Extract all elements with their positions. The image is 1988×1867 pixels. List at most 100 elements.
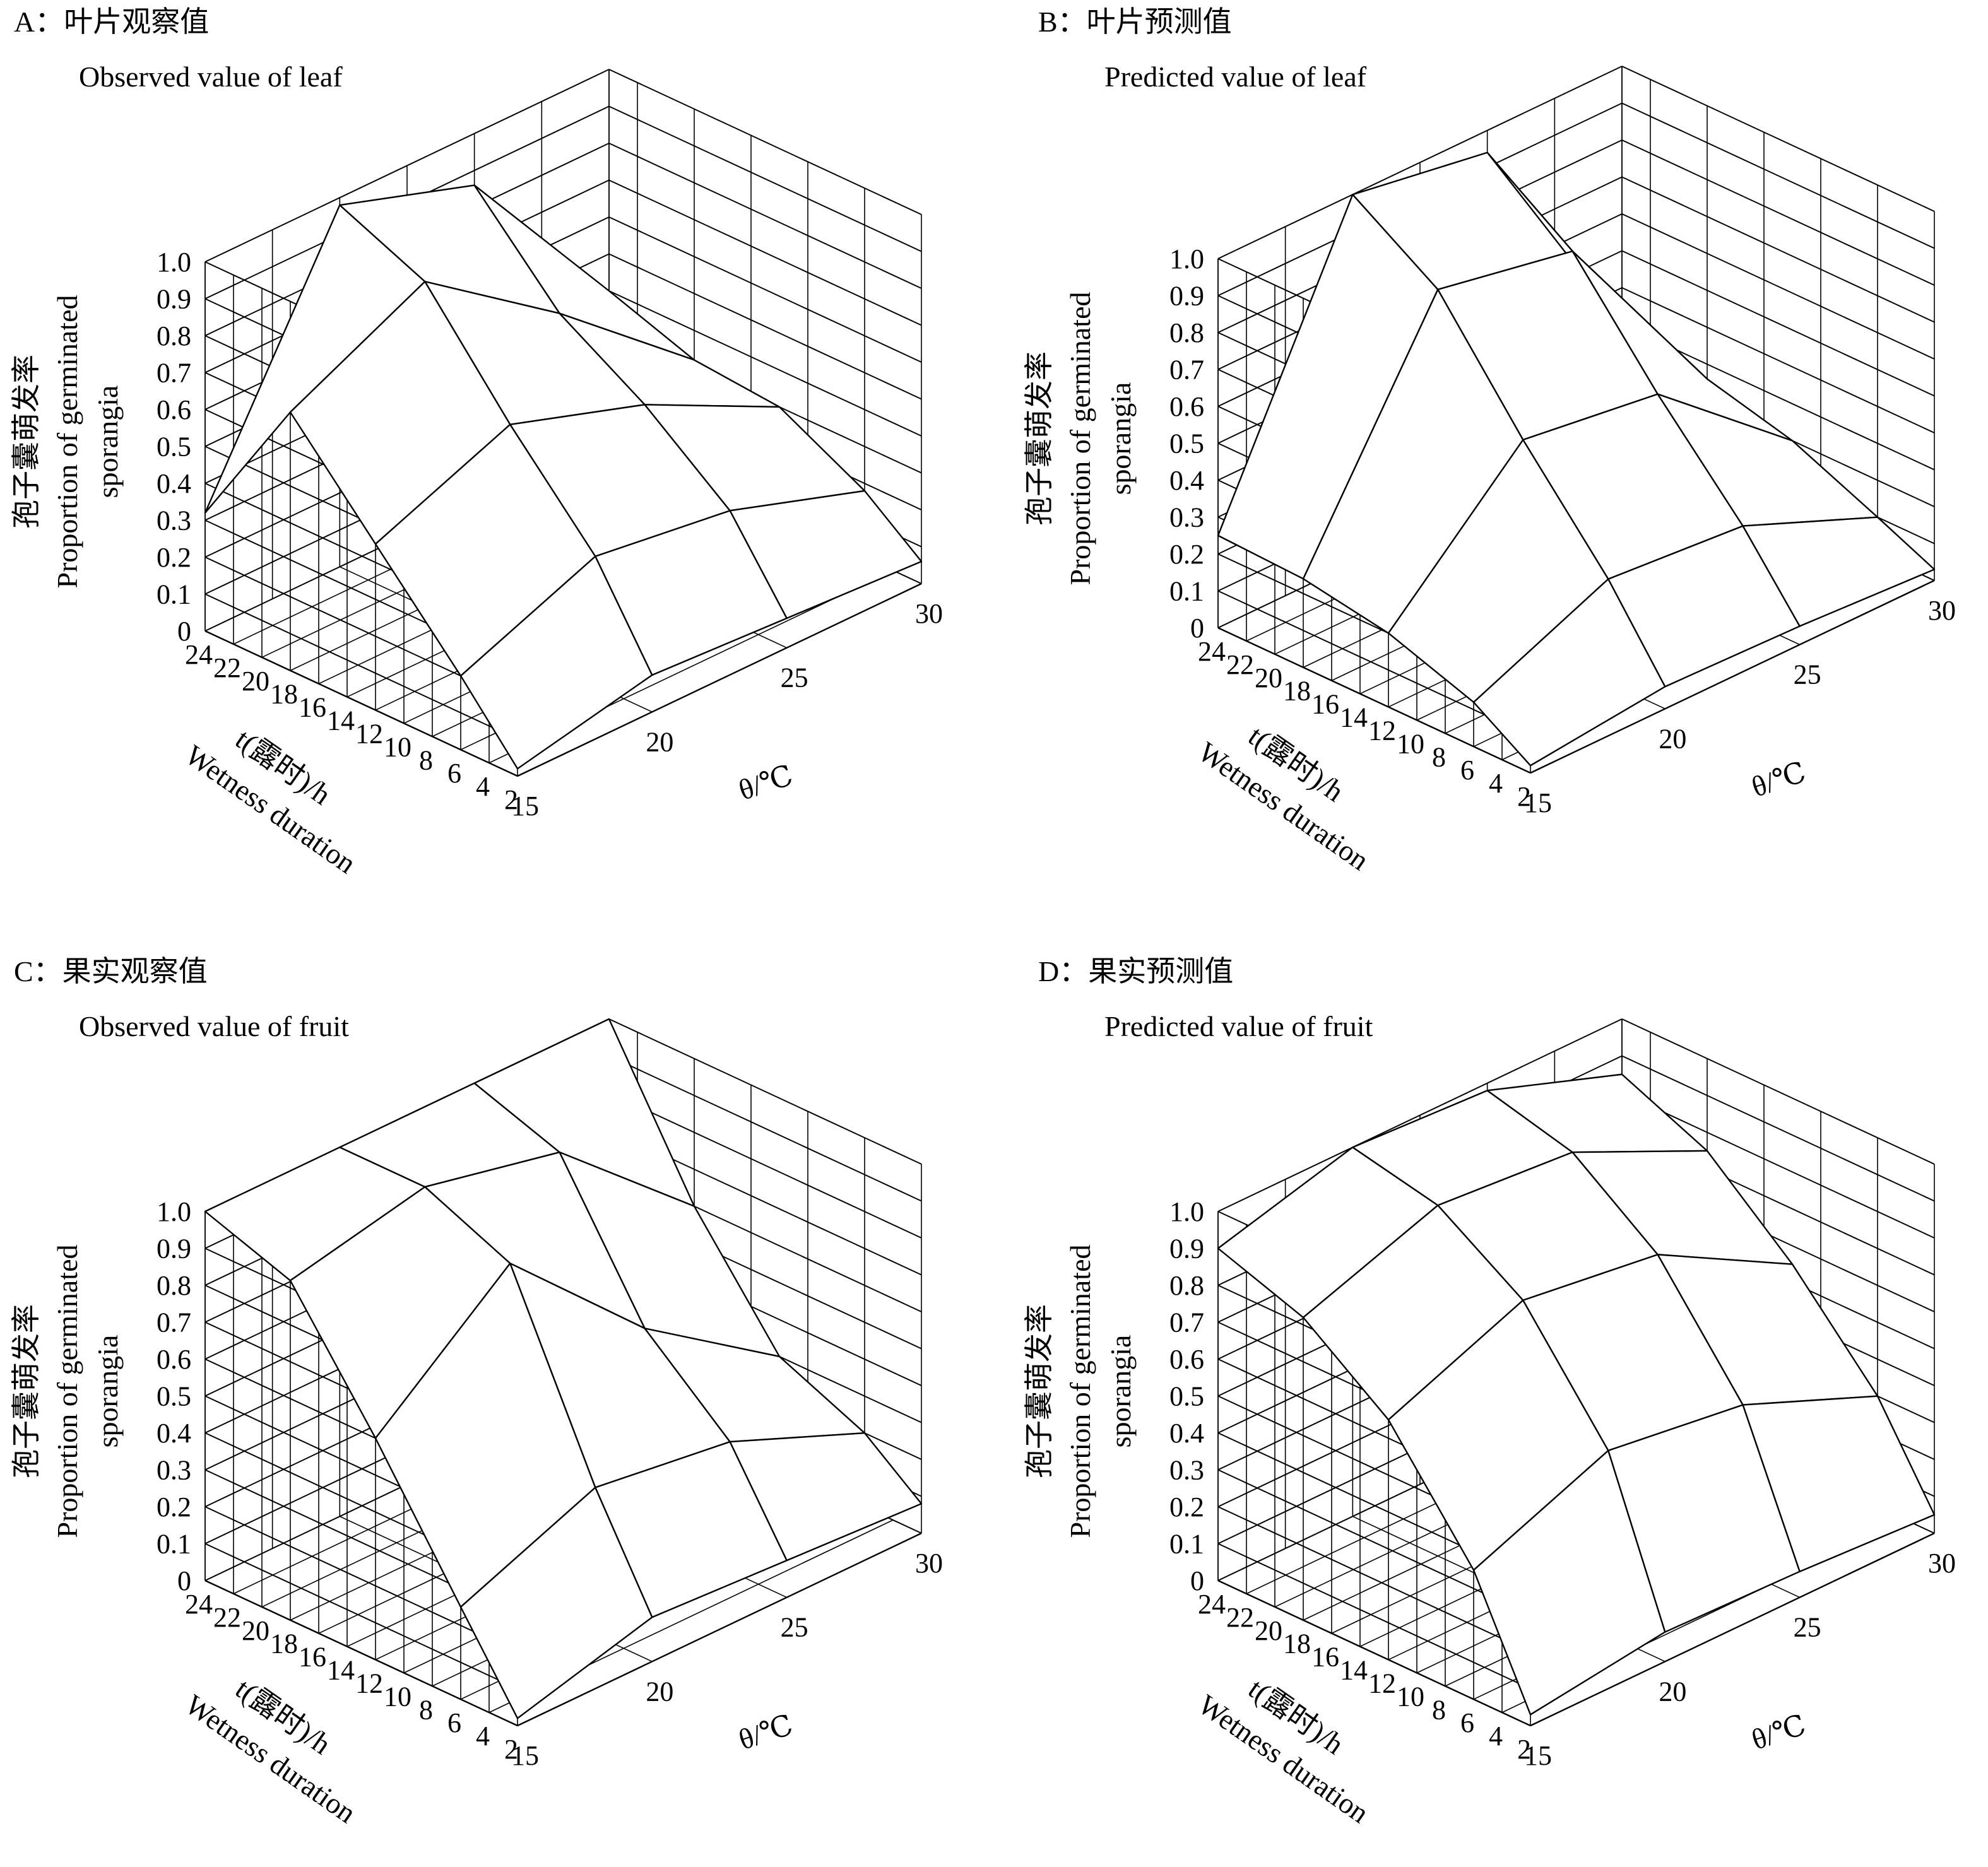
surface-cell [729, 490, 923, 620]
left-wall-gridline [1217, 1506, 1531, 1652]
z-tick-label: 0.4 [1169, 465, 1204, 496]
y-tick-label: 6 [1460, 1707, 1474, 1738]
z-tick-label: 1.0 [157, 1196, 191, 1227]
z-tick-label: 0.5 [1169, 1381, 1204, 1412]
x-tick-label: 25 [781, 1612, 808, 1643]
y-tick-label: 14 [327, 1655, 355, 1686]
x-tick-label: 15 [511, 1740, 539, 1771]
z-tick-label: 0.8 [157, 1270, 191, 1301]
y-tick-label: 14 [1340, 1655, 1368, 1686]
front-edge-w [204, 1579, 518, 1727]
z-axis-label-en-line1: Proportion of germinated [1064, 1244, 1096, 1538]
z-tick-label: 0 [1190, 1565, 1204, 1596]
surface-cell [1742, 1395, 1936, 1572]
z-axis-label-cn: 孢子囊萌发率 [10, 355, 42, 529]
right-wall-gridline [1621, 1055, 1935, 1202]
left-wall-gridline [1217, 590, 1531, 737]
theta-axis-label: θ/℃ [1748, 756, 1809, 803]
z-tick-label: 1.0 [1169, 244, 1204, 274]
y-tick-label: 14 [1340, 702, 1368, 733]
panel-title-en: Observed value of leaf [79, 61, 343, 93]
z-tick-label: 0.8 [1169, 1270, 1204, 1301]
x-tick-label: 20 [1659, 723, 1686, 754]
x-tick-labels: 15 20 25 30 [1524, 595, 1956, 818]
y-tick-label: 16 [299, 692, 326, 723]
y-tick-label: 12 [1368, 1668, 1396, 1699]
y-tick-labels: 24 22 20 18 16 14 12 10 8 6 4 2 [1198, 1589, 1531, 1765]
y-tick-label: 22 [1226, 1602, 1254, 1633]
y-tick-label: 24 [185, 1589, 213, 1620]
z-tick-label: 0.5 [157, 1381, 191, 1412]
y-tick-label: 22 [213, 652, 241, 683]
z-tick-label: 1.0 [157, 247, 191, 278]
z-axis-label-cn: 孢子囊萌发率 [1023, 1304, 1055, 1478]
y-tick-label: 2 [1517, 1734, 1531, 1765]
z-tick-labels: 0 0.1 0.2 0.3 0.4 0.5 0.6 0.7 0.8 0.9 1.0 [1169, 244, 1204, 644]
x-tick-label: 25 [781, 663, 808, 693]
z-tick-label: 0.9 [157, 284, 191, 315]
z-axis-label-en-line2: sporangia [1104, 382, 1137, 495]
z-tick-label: 0.8 [157, 321, 191, 351]
right-wall-gridline [1621, 1018, 1935, 1165]
x-tick-label: 20 [646, 726, 673, 757]
z-tick-label: 0 [177, 616, 191, 647]
y-tick-label: 22 [213, 1602, 241, 1633]
panel-title-cn: D：果实预测值 [1038, 955, 1233, 987]
z-tick-labels: 0 0.1 0.2 0.3 0.4 0.5 0.6 0.7 0.8 0.9 1.0 [157, 247, 191, 647]
z-axis-label-cn: 孢子囊萌发率 [10, 1304, 42, 1478]
y-tick-label: 12 [1368, 715, 1396, 746]
z-tick-label: 0.3 [1169, 502, 1204, 533]
y-tick-labels: 24 22 20 18 16 14 12 10 8 6 4 2 [1198, 636, 1531, 812]
panel-b: B：叶片预测值 Predicted value of leaf 孢子囊萌发率 P… [1023, 6, 1956, 876]
y-tick-label: 12 [355, 1668, 383, 1699]
y-tick-label: 20 [1255, 1615, 1282, 1646]
y-tick-label: 24 [185, 639, 213, 670]
panel-title-en: Observed value of fruit [79, 1010, 349, 1042]
surface-cell [1742, 516, 1936, 627]
z-axis-label-en-line2: sporangia [92, 1335, 124, 1448]
panel-title-cn: B：叶片预测值 [1038, 6, 1232, 38]
z-axis-label-cn: 孢子囊萌发率 [1023, 351, 1055, 526]
z-tick-label: 0.4 [157, 468, 191, 499]
panel-c: C：果实观察值 Observed value of fruit 孢子囊萌发率 P… [10, 955, 943, 1829]
y-tick-label: 18 [1283, 676, 1311, 707]
z-axis-label-en-line2: sporangia [92, 386, 124, 498]
z-tick-label: 0.4 [157, 1418, 191, 1449]
y-tick-labels: 24 22 20 18 16 14 12 10 8 6 4 2 [185, 1589, 518, 1765]
surface-mesh [204, 1018, 923, 1719]
z-tick-label: 0.5 [1169, 428, 1204, 459]
y-tick-label: 4 [476, 771, 490, 802]
y-tick-label: 6 [447, 758, 461, 789]
right-wall-gridline [1621, 287, 1935, 433]
y-tick-label: 24 [1198, 636, 1226, 667]
surface-mesh [204, 184, 923, 770]
z-tick-label: 0.7 [1169, 355, 1204, 386]
y-tick-label: 24 [1198, 1589, 1226, 1620]
y-tick-label: 16 [1311, 1642, 1339, 1673]
z-tick-label: 0.1 [1169, 1529, 1204, 1560]
z-tick-label: 0.6 [1169, 1344, 1204, 1375]
z-tick-label: 0.6 [1169, 391, 1204, 422]
right-wall-gridline [1621, 102, 1935, 249]
surface-mesh [1217, 151, 1936, 767]
x-tick-labels: 15 20 25 30 [511, 1548, 943, 1771]
theta-axis-label: θ/℃ [1748, 1709, 1809, 1756]
x-tick-label: 30 [1928, 1548, 1956, 1579]
x-tick-label: 30 [915, 1548, 943, 1579]
left-wall-gridline [1217, 1543, 1531, 1690]
y-tick-label: 14 [327, 705, 355, 736]
y-tick-label: 10 [384, 731, 411, 762]
z-tick-label: 0.1 [1169, 576, 1204, 607]
y-tick-label: 10 [1397, 728, 1424, 759]
z-tick-label: 0.2 [1169, 539, 1204, 570]
right-wall-gridline [1621, 176, 1935, 323]
left-wall-gridline [1217, 1469, 1531, 1616]
theta-axis-label: θ/℃ [735, 1709, 796, 1756]
y-tick-label: 12 [355, 718, 383, 749]
x-tick-label: 15 [1524, 1740, 1552, 1771]
y-tick-label: 4 [476, 1721, 490, 1752]
z-tick-label: 0.7 [1169, 1307, 1204, 1338]
z-tick-label: 0.7 [157, 358, 191, 389]
right-wall-gridline [608, 216, 922, 363]
